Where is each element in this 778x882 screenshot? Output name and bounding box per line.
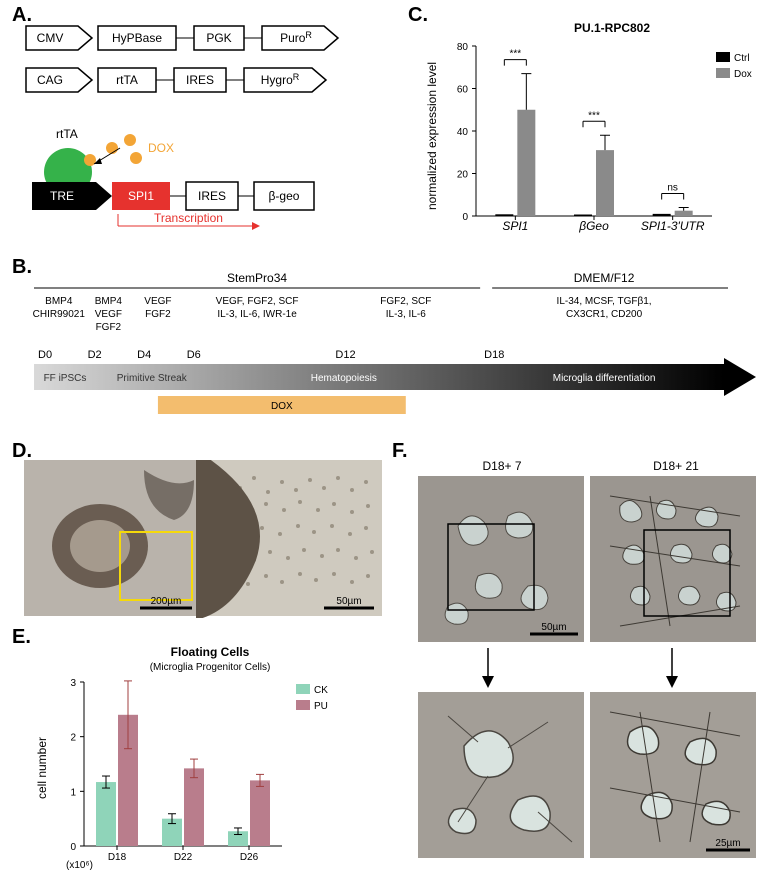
svg-text:D18: D18 (108, 852, 127, 863)
construct-rtta: rtTA (116, 73, 138, 87)
legend-ck: CK (314, 685, 328, 696)
rtta-label: rtTA (56, 127, 78, 141)
svg-text:DOX: DOX (271, 401, 293, 412)
svg-text:CHIR99021: CHIR99021 (33, 309, 86, 320)
svg-text:80: 80 (457, 42, 469, 53)
panel-f-micrographs: D18+ 7 D18+ 21 50µm (410, 456, 762, 870)
legend-ctrl: Ctrl (734, 53, 750, 64)
construct-cmv: CMV (37, 31, 64, 45)
panel-c-ylabel: normalized expression level (425, 62, 439, 210)
panel-e-title: Floating Cells (171, 645, 250, 659)
svg-text:0: 0 (462, 212, 468, 223)
spi1-label: SPI1 (128, 189, 154, 203)
svg-text:VEGF: VEGF (144, 296, 171, 307)
figure-root: A. B. C. D. E. F. CMV HyPBase PGK PuroR … (0, 0, 778, 882)
svg-text:***: *** (588, 110, 600, 121)
svg-text:FGF2: FGF2 (145, 309, 171, 320)
svg-text:VEGF, FGF2, SCF: VEGF, FGF2, SCF (216, 296, 299, 307)
svg-text:CX3CR1, CD200: CX3CR1, CD200 (566, 309, 643, 320)
svg-text:Microglia differentiation: Microglia differentiation (553, 373, 656, 384)
construct-hypbase: HyPBase (112, 31, 162, 45)
panel-f-scale2: 25µm (715, 838, 740, 849)
transcription-label: Transcription (154, 211, 223, 225)
ires2-label: IRES (198, 189, 226, 203)
legend-pu: PU (314, 701, 328, 712)
svg-text:βGeo: βGeo (578, 219, 609, 233)
svg-text:1: 1 (70, 787, 76, 798)
svg-text:D4: D4 (137, 349, 151, 361)
svg-text:D6: D6 (187, 349, 201, 361)
svg-text:BMP4: BMP4 (45, 296, 73, 307)
panel-d-micrographs: 200µm (24, 460, 382, 618)
svg-text:D12: D12 (335, 349, 355, 361)
svg-text:VEGF: VEGF (95, 309, 122, 320)
svg-text:IL-34, MCSF, TGFβ1,: IL-34, MCSF, TGFβ1, (557, 296, 652, 307)
svg-text:StemPro34: StemPro34 (227, 271, 287, 285)
panel-e-yunit: (x10⁶) (66, 860, 93, 871)
panel-b-timeline: StemPro34 DMEM/F12 BMP4 CHIR99021 BMP4 VEGF FG… (24, 268, 768, 444)
panel-e-chart: Floating Cells (Microglia Progenitor Cel… (22, 642, 390, 878)
svg-text:Hematopoiesis: Hematopoiesis (311, 373, 377, 384)
svg-text:FGF2, SCF: FGF2, SCF (380, 296, 431, 307)
panel-c-title: PU.1-RPC802 (574, 21, 650, 35)
svg-text:IL-3, IL-6: IL-3, IL-6 (386, 309, 426, 320)
svg-text:SPI1: SPI1 (502, 219, 528, 233)
panel-c-chart: PU.1-RPC802 Ctrl Dox normalized expressi… (416, 16, 776, 252)
svg-text:D2: D2 (88, 349, 102, 361)
panel-d-scale1: 200µm (151, 596, 182, 607)
svg-text:DMEM/F12: DMEM/F12 (574, 271, 635, 285)
panel-e-ylabel: cell number (35, 737, 49, 799)
svg-text:FF iPSCs: FF iPSCs (44, 373, 87, 384)
panel-f-h1: D18+ 7 (482, 459, 521, 473)
svg-text:ns: ns (667, 183, 678, 194)
svg-text:D22: D22 (174, 852, 193, 863)
svg-text:D26: D26 (240, 852, 259, 863)
svg-text:60: 60 (457, 85, 469, 96)
svg-text:FGF2: FGF2 (96, 322, 122, 333)
dox-label: DOX (148, 141, 174, 155)
svg-text:0: 0 (70, 842, 76, 853)
tre-label: TRE (50, 189, 74, 203)
svg-text:IL-3, IL-6, IWR-1e: IL-3, IL-6, IWR-1e (217, 309, 297, 320)
panel-a-constructs: CMV HyPBase PGK PuroR CAG rtTA IRES Hygr… (20, 18, 410, 258)
svg-text:SPI1-3'UTR: SPI1-3'UTR (641, 219, 705, 233)
panel-f-h2: D18+ 21 (653, 459, 699, 473)
svg-text:40: 40 (457, 127, 469, 138)
construct-pgk: PGK (206, 31, 231, 45)
panel-d-scale2: 50µm (336, 596, 361, 607)
legend-dox: Dox (734, 69, 752, 80)
construct-ires1: IRES (186, 73, 214, 87)
construct-cag: CAG (37, 73, 63, 87)
svg-text:***: *** (509, 49, 521, 60)
svg-text:D18: D18 (484, 349, 504, 361)
bgeo-label: β-geo (269, 189, 300, 203)
svg-text:Primitive Streak: Primitive Streak (117, 373, 188, 384)
panel-f-scale1: 50µm (541, 622, 566, 633)
svg-text:2: 2 (70, 733, 76, 744)
svg-text:BMP4: BMP4 (95, 296, 123, 307)
svg-text:20: 20 (457, 170, 469, 181)
svg-text:3: 3 (70, 678, 76, 689)
svg-text:D0: D0 (38, 349, 52, 361)
panel-e-subtitle: (Microglia Progenitor Cells) (150, 662, 271, 673)
